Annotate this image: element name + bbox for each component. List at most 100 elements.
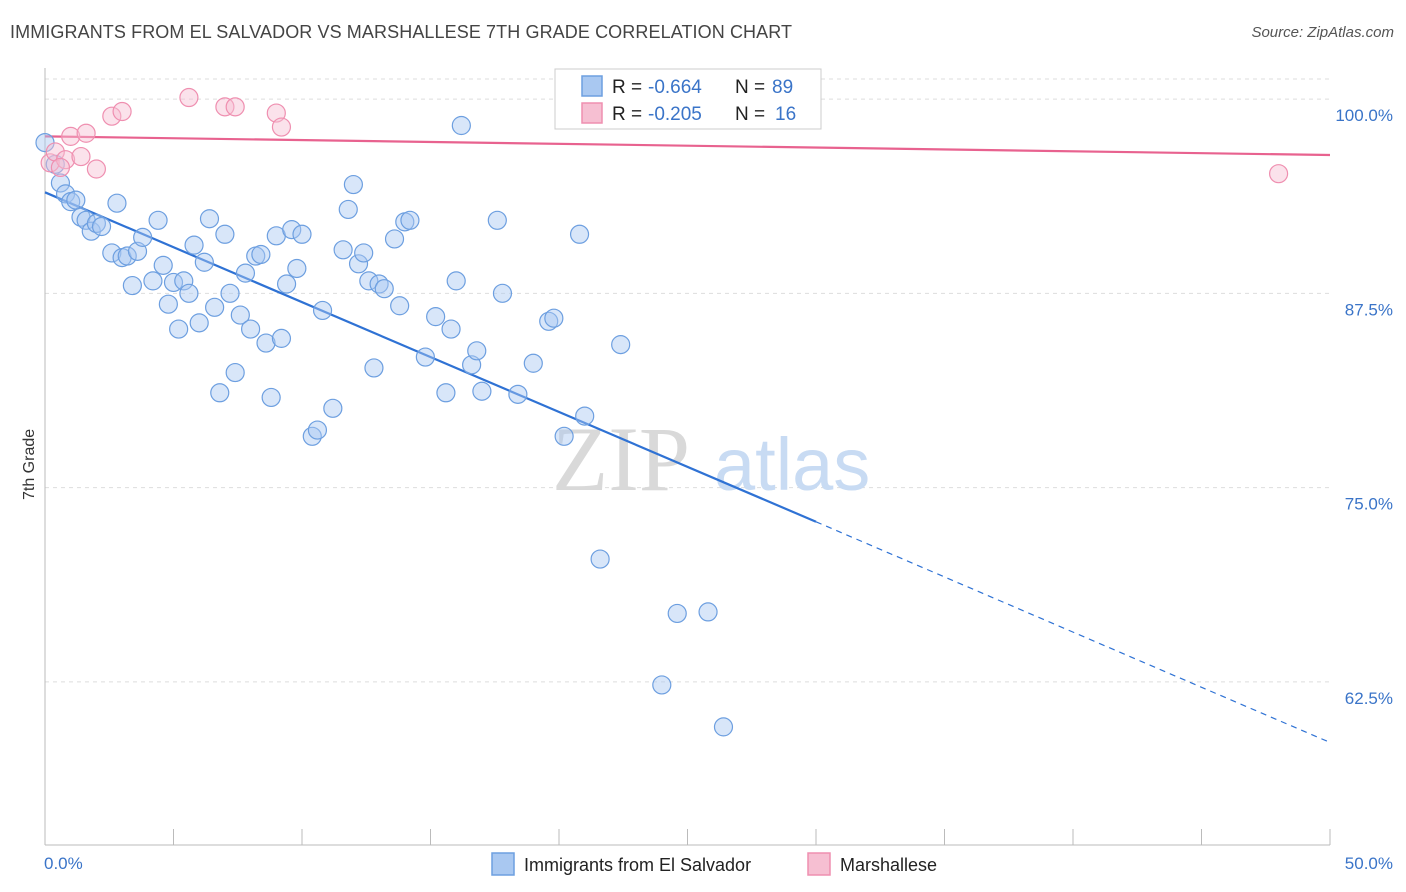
point-el-salvador bbox=[698, 602, 718, 622]
point-el-salvador bbox=[374, 279, 394, 299]
point-el-salvador bbox=[50, 173, 71, 193]
trend-line-el-salvador bbox=[44, 191, 817, 523]
chart-title: IMMIGRANTS FROM EL SALVADOR VS MARSHALLE… bbox=[10, 22, 793, 42]
legend-pink-n-label: N = bbox=[735, 104, 765, 125]
trend-line-el-salvador-extension bbox=[815, 521, 1331, 743]
point-el-salvador bbox=[282, 220, 302, 240]
point-el-salvador bbox=[338, 199, 358, 220]
point-marshallese bbox=[86, 159, 107, 179]
point-el-salvador bbox=[569, 224, 590, 244]
point-el-salvador bbox=[153, 255, 173, 275]
y-tick-label: 62.5% bbox=[1345, 689, 1393, 708]
point-el-salvador bbox=[544, 308, 564, 328]
point-el-salvador bbox=[554, 426, 574, 446]
point-el-salvador bbox=[205, 297, 225, 317]
legend-pink-r-label: R = bbox=[612, 104, 642, 125]
point-el-salvador bbox=[184, 235, 204, 255]
point-el-salvador bbox=[652, 675, 672, 695]
x-tick-label: 50.0% bbox=[1345, 854, 1393, 873]
bottom-legend-label-pink: Marshallese bbox=[840, 855, 937, 875]
bottom-legend-swatch-blue bbox=[491, 852, 515, 876]
point-el-salvador bbox=[307, 420, 328, 440]
point-el-salvador bbox=[199, 209, 220, 229]
source-label: Source: ZipAtlas.com bbox=[1251, 24, 1394, 41]
point-el-salvador bbox=[133, 227, 153, 247]
point-el-salvador bbox=[426, 307, 446, 327]
point-marshallese bbox=[112, 101, 132, 122]
point-el-salvador bbox=[384, 229, 405, 249]
point-el-salvador bbox=[436, 383, 456, 403]
x-tick-label: 0.0% bbox=[44, 854, 83, 873]
point-el-salvador bbox=[354, 243, 374, 263]
point-el-salvador bbox=[210, 383, 230, 403]
point-el-salvador bbox=[276, 274, 297, 294]
point-el-salvador bbox=[194, 252, 214, 272]
bottom-legend-label-blue: Immigrants from El Salvador bbox=[524, 855, 751, 875]
point-marshallese bbox=[71, 146, 91, 167]
point-el-salvador bbox=[122, 275, 142, 296]
legend-blue-n-label: N = bbox=[735, 77, 765, 98]
point-el-salvador bbox=[667, 603, 687, 624]
point-el-salvador bbox=[287, 258, 307, 279]
point-el-salvador bbox=[163, 272, 184, 293]
point-el-salvador bbox=[508, 384, 528, 404]
legend-pink-r-value: -0.205 bbox=[648, 104, 702, 125]
point-el-salvador bbox=[343, 174, 363, 195]
point-el-salvador bbox=[446, 271, 466, 291]
point-el-salvador bbox=[467, 341, 487, 361]
data-points bbox=[35, 87, 1289, 737]
point-el-salvador bbox=[390, 296, 410, 316]
trend-line-marshallese bbox=[44, 135, 1331, 157]
point-el-salvador bbox=[251, 244, 271, 265]
point-el-salvador bbox=[713, 717, 734, 737]
trend-lines bbox=[44, 135, 1331, 743]
point-el-salvador bbox=[107, 193, 127, 213]
point-el-salvador bbox=[143, 271, 163, 291]
legend-blue-n-value: 89 bbox=[772, 77, 793, 98]
series-legend: Immigrants from El Salvador Marshallese bbox=[491, 852, 937, 876]
watermark-atlas: atlas bbox=[714, 423, 870, 506]
point-el-salvador bbox=[189, 313, 209, 333]
point-marshallese bbox=[215, 97, 235, 117]
point-el-salvador bbox=[348, 254, 369, 274]
legend-pink-n-value: 16 bbox=[775, 104, 796, 125]
point-el-salvador bbox=[215, 224, 235, 244]
point-marshallese bbox=[225, 97, 245, 117]
point-el-salvador bbox=[256, 333, 276, 353]
point-marshallese bbox=[76, 123, 96, 143]
point-el-salvador bbox=[441, 319, 461, 339]
point-el-salvador bbox=[174, 271, 194, 291]
point-el-salvador bbox=[158, 294, 178, 314]
bottom-legend-swatch-pink bbox=[807, 852, 831, 876]
point-el-salvador bbox=[261, 387, 281, 408]
legend-blue-r-label: R = bbox=[612, 77, 642, 98]
point-el-salvador bbox=[148, 210, 168, 230]
point-el-salvador bbox=[333, 240, 353, 260]
point-el-salvador bbox=[292, 224, 312, 244]
point-el-salvador bbox=[241, 319, 261, 339]
point-el-salvador bbox=[302, 426, 322, 446]
point-el-salvador bbox=[323, 398, 343, 418]
point-el-salvador bbox=[86, 213, 107, 233]
legend-swatch-blue bbox=[581, 75, 603, 97]
point-el-salvador bbox=[415, 347, 435, 367]
point-el-salvador bbox=[472, 381, 492, 401]
point-el-salvador bbox=[102, 243, 122, 263]
point-el-salvador bbox=[220, 283, 240, 303]
point-el-salvador bbox=[451, 115, 471, 136]
y-tick-label: 100.0% bbox=[1335, 106, 1393, 125]
point-el-salvador bbox=[169, 319, 189, 339]
y-tick-label: 75.0% bbox=[1345, 495, 1393, 514]
point-el-salvador bbox=[66, 190, 86, 210]
point-el-salvador bbox=[225, 362, 245, 383]
point-el-salvador bbox=[539, 311, 559, 331]
point-el-salvador bbox=[492, 283, 513, 303]
point-el-salvador bbox=[117, 246, 137, 266]
point-el-salvador bbox=[487, 210, 507, 230]
point-marshallese bbox=[179, 87, 199, 108]
point-el-salvador bbox=[364, 358, 384, 378]
point-el-salvador bbox=[230, 305, 250, 325]
point-el-salvador bbox=[271, 328, 292, 348]
point-marshallese bbox=[102, 106, 122, 126]
